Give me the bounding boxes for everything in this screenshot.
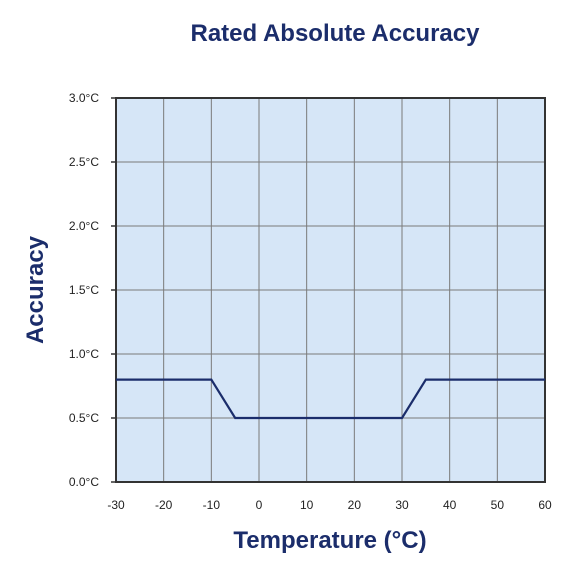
x-axis-label: Temperature (°C) (233, 527, 427, 554)
y-tick-label: 3.0°C (69, 91, 99, 105)
y-tick-label: 0.5°C (69, 411, 99, 425)
y-tick-label: 1.5°C (69, 283, 99, 297)
series-line (116, 378, 545, 420)
x-tick-label: -30 (107, 498, 125, 512)
y-tick-label: 0.0°C (69, 475, 99, 489)
x-tick-label: 20 (348, 498, 362, 512)
x-tick-label: 0 (256, 498, 263, 512)
x-tick-label: 60 (538, 498, 552, 512)
y-tick-label: 2.0°C (69, 219, 99, 233)
x-tick-label: 40 (443, 498, 457, 512)
x-tick-label: 50 (491, 498, 505, 512)
x-tick-label: -20 (155, 498, 173, 512)
y-tick-label: 2.5°C (69, 155, 99, 169)
chart-title: Rated Absolute Accuracy (190, 20, 480, 47)
y-tick-label: 1.0°C (69, 347, 99, 361)
x-tick-label: 30 (395, 498, 409, 512)
x-tick-label: 10 (300, 498, 314, 512)
x-tick-label: -10 (203, 498, 221, 512)
